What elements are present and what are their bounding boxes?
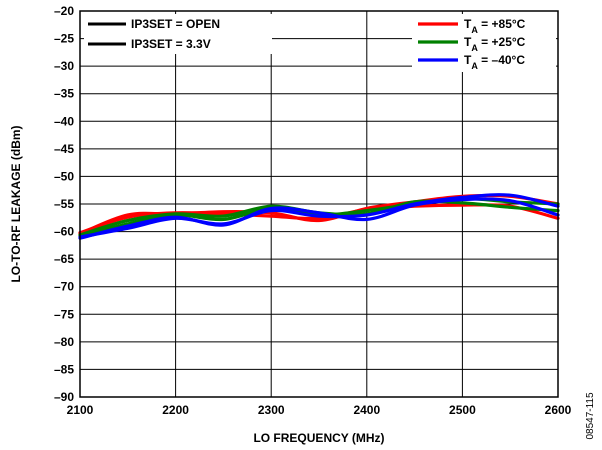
y-tick-labels: –20 –25 –30 –35 –40 –45 –50 –55 –60 –65 –70 –75 –80 –…	[54, 4, 74, 404]
y-tick-label: –25	[54, 32, 74, 46]
x-tick-label: 2100	[67, 403, 94, 417]
plot-frame	[79, 10, 559, 398]
y-tick-label: –75	[54, 307, 74, 321]
y-tick-label: –30	[54, 59, 74, 73]
legend-left-bg	[84, 14, 272, 54]
legend-label-temp: TA = –40°C	[464, 53, 525, 71]
y-tick-label: –20	[54, 4, 74, 18]
y-tick-label: –40	[54, 114, 74, 128]
y-tick-label: –70	[54, 280, 74, 294]
y-tick-label: –85	[54, 362, 74, 376]
series-line-5	[78, 193, 560, 239]
y-tick-label: –55	[54, 197, 74, 211]
figure-id: 08547-115	[585, 392, 596, 440]
x-axis-title: LO FREQUENCY (MHz)	[253, 431, 384, 445]
x-tick-label: 2600	[545, 403, 572, 417]
legend-temperature: TA = +85°CTA = +25°CTA = –40°C	[412, 14, 556, 72]
y-tick-label: –35	[54, 87, 74, 101]
legend-ip3set: IP3SET = OPEN IP3SET = 3.3V	[84, 14, 272, 54]
legend-label-open: IP3SET = OPEN	[131, 17, 220, 31]
x-tick-labels: 2100 2200 2300 2400 2500 2600	[67, 403, 572, 417]
y-tick-label: –45	[54, 142, 74, 156]
y-tick-label: –50	[54, 169, 74, 183]
legend-label-3v3: IP3SET = 3.3V	[131, 37, 211, 51]
x-tick-label: 2200	[162, 403, 189, 417]
y-tick-label: –90	[54, 390, 74, 404]
y-tick-label: –80	[54, 335, 74, 349]
y-axis-title: LO-TO-RF LEAKAGE (dBm)	[9, 125, 23, 282]
y-tick-label: –60	[54, 225, 74, 239]
legend-label-temp: TA = +25°C	[464, 35, 526, 53]
legend-label-temp: TA = +85°C	[464, 17, 526, 35]
y-tick-label: –65	[54, 252, 74, 266]
series-layer	[78, 193, 560, 240]
x-tick-label: 2500	[449, 403, 476, 417]
x-tick-label: 2300	[258, 403, 285, 417]
x-tick-label: 2400	[353, 403, 380, 417]
series-line-4	[78, 197, 560, 240]
